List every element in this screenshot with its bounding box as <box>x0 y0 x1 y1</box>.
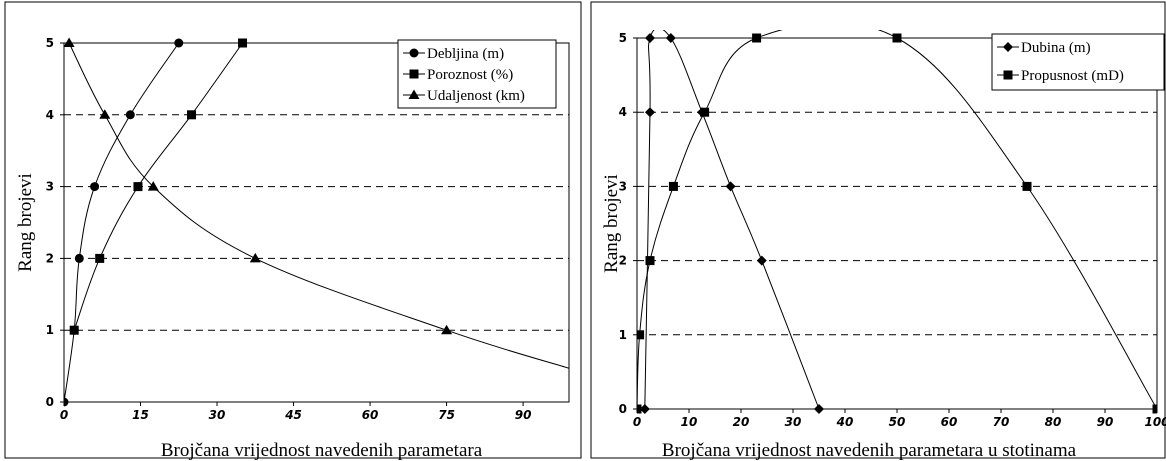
chart-0-legend-label-udaljenost-km: Udaljenost (km) <box>427 88 525 104</box>
chart-0-xtick-label-30: 30 <box>209 408 226 422</box>
chart-0-series-debljina-m-point-4 <box>125 110 135 120</box>
chart-0-series-poroznost-point-3 <box>187 110 197 120</box>
chart-0-ytick-label-3: 3 <box>46 180 54 194</box>
chart-1-legend-marker-dubina-m <box>1003 42 1013 52</box>
chart-1-series-propusnost-md <box>637 30 1157 414</box>
chart-1-series-dubina-m-point-3 <box>665 33 676 43</box>
chart-0-xtick-label-60: 60 <box>362 408 379 422</box>
chart-0-series-poroznost-point-1 <box>95 253 105 263</box>
chart-0-legend-marker-debljina-m <box>409 48 419 58</box>
chart-1-series-propusnost-md-point-1 <box>637 330 645 340</box>
chart-0-ytick-label-0: 0 <box>46 395 54 409</box>
chart-1-series-propusnost-md-point-4 <box>700 107 710 117</box>
chart-0-series-poroznost-point-2 <box>133 182 143 192</box>
chart-0-y-axis-label: Rang brojevi <box>15 173 36 272</box>
chart-0-legend: Debljina (m) Poroznost (%) Udaljenost (km) <box>397 39 557 109</box>
chart-1-series-dubina-m-point-5 <box>725 181 736 192</box>
chart-0-ytick-label-2: 2 <box>46 251 54 265</box>
chart-1-series-propusnost-md-point-3 <box>668 181 678 191</box>
chart-0-series-debljina-m-line <box>64 42 180 403</box>
chart-0-series-udaljenost-km-point-3 <box>249 252 261 263</box>
chart-1-ytick-label-2: 2 <box>619 254 627 268</box>
chart-1-ytick-label-3: 3 <box>619 179 627 193</box>
chart-1-series-dubina-m-point-1 <box>645 107 655 118</box>
chart-0-series-udaljenost-km-point-1 <box>99 109 111 119</box>
chart-1-xtick-label-0: 0 <box>633 415 641 429</box>
chart-0-series-udaljenost-km-point-2 <box>147 181 159 191</box>
chart-1-legend-marker-propusnost-md <box>1003 70 1013 80</box>
chart-0-ytick-label-4: 4 <box>46 108 54 122</box>
chart-0-y-axis: 0 1 2 3 4 5 <box>46 36 569 409</box>
chart-0-series-udaljenost-km <box>64 37 569 369</box>
chart-0-frame <box>4 1 582 459</box>
chart-1-series-dubina-m-point-7 <box>814 404 824 414</box>
chart-1-legend-box <box>991 33 1165 91</box>
chart-1-xtick-label-60: 60 <box>941 415 958 429</box>
chart-1-xtick-label-40: 40 <box>836 415 854 429</box>
chart-1-ytick-label-5: 5 <box>619 31 627 45</box>
chart-0-series-udaljenost-km-point-0 <box>64 37 75 47</box>
chart-right-svg: 0123450102030405060708090100Brojčana vri… <box>590 1 1166 461</box>
chart-0-ytick-label-5: 5 <box>46 36 54 50</box>
chart-1-xtick-label-100: 100 <box>1144 415 1166 429</box>
chart-1-series-propusnost-md-point-2 <box>645 256 655 266</box>
chart-0-legend-label-debljina-m: Debljina (m) <box>427 46 504 62</box>
chart-0-x-axis-label: Brojčana vrijednost navedenih parametara <box>161 440 483 461</box>
chart-1-frame <box>590 1 1166 459</box>
chart-1-legend-label-propusnost-md: Propusnost (mD) <box>1021 68 1124 84</box>
chart-0-ytick-label-1: 1 <box>46 323 54 337</box>
chart-1-series-propusnost-md-point-8 <box>1152 404 1157 414</box>
chart-1-xtick-label-20: 20 <box>733 415 750 429</box>
chart-1-xtick-label-70: 70 <box>993 415 1010 429</box>
chart-0-xtick-label-90: 90 <box>515 408 532 422</box>
chart-1-xtick-label-80: 80 <box>1045 415 1062 429</box>
chart-1-series-propusnost-md-point-5 <box>752 33 762 43</box>
chart-0-series-poroznost-point-4 <box>238 38 248 48</box>
chart-1-ytick-label-1: 1 <box>619 328 627 342</box>
chart-1-legend-label-dubina-m: Dubina (m) <box>1021 40 1091 56</box>
chart-0-series-debljina-m-point-0 <box>64 397 69 407</box>
chart-1-xtick-label-30: 30 <box>785 415 802 429</box>
chart-0-legend-marker-udaljenost-km <box>408 89 420 99</box>
chart-1-series-propusnost-md-point-6 <box>892 33 902 43</box>
chart-1-xtick-label-10: 10 <box>681 415 698 429</box>
chart-0-legend-marker-poroznost <box>409 69 419 79</box>
chart-1-series-propusnost-md-point-7 <box>1022 181 1032 191</box>
chart-0-series-debljina-m-point-2 <box>74 253 84 263</box>
chart-1-legend: Dubina (m) Propusnost (mD) <box>991 33 1165 91</box>
chart-1-series-propusnost-md-point-0 <box>637 404 642 414</box>
chart-1-plot-area <box>636 37 1158 410</box>
chart-0-xtick-label-45: 45 <box>284 408 302 422</box>
chart-1-series-dubina-m-point-6 <box>756 255 767 266</box>
chart-1-y-axis-label: Rang brojevi <box>601 174 622 273</box>
chart-right-panel: 0123450102030405060708090100Brojčana vri… <box>583 0 1166 461</box>
chart-1-ytick-label-4: 4 <box>619 105 627 119</box>
chart-1-series-dubina-m-point-0 <box>639 404 650 414</box>
chart-0-series-udaljenost-km-point-4 <box>441 324 453 335</box>
chart-0-series-poroznost <box>69 38 248 335</box>
chart-1-ytick-label-0: 0 <box>619 402 627 416</box>
chart-0-xtick-label-75: 75 <box>438 408 455 422</box>
chart-1-series-dubina-m-point-2 <box>645 33 655 43</box>
chart-1-xtick-label-90: 90 <box>1097 415 1114 429</box>
chart-0-xtick-label-0: 0 <box>60 408 68 422</box>
chart-0-series-debljina-m-point-3 <box>90 182 100 192</box>
chart-1-xtick-label-50: 50 <box>889 415 906 429</box>
chart-0-x-axis: 0 15 30 45 60 75 90 <box>60 402 532 422</box>
chart-0-xtick-label-15: 15 <box>132 408 149 422</box>
chart-0-series-debljina-m-point-5 <box>174 38 184 48</box>
chart-0-series-poroznost-point-0 <box>69 325 79 335</box>
chart-1-x-axis: 0 10 20 30 40 50 60 70 80 90 100 <box>633 409 1166 429</box>
chart-1-x-axis-label: Brojčana vrijednost navedenih parametara… <box>662 440 1077 461</box>
chart-0-legend-label-poroznost: Poroznost (%) <box>427 67 513 83</box>
chart-left-panel: 0 1 2 3 4 5 0 15 30 45 60 75 90 Brojčana vrijednost n… <box>4 1 582 461</box>
